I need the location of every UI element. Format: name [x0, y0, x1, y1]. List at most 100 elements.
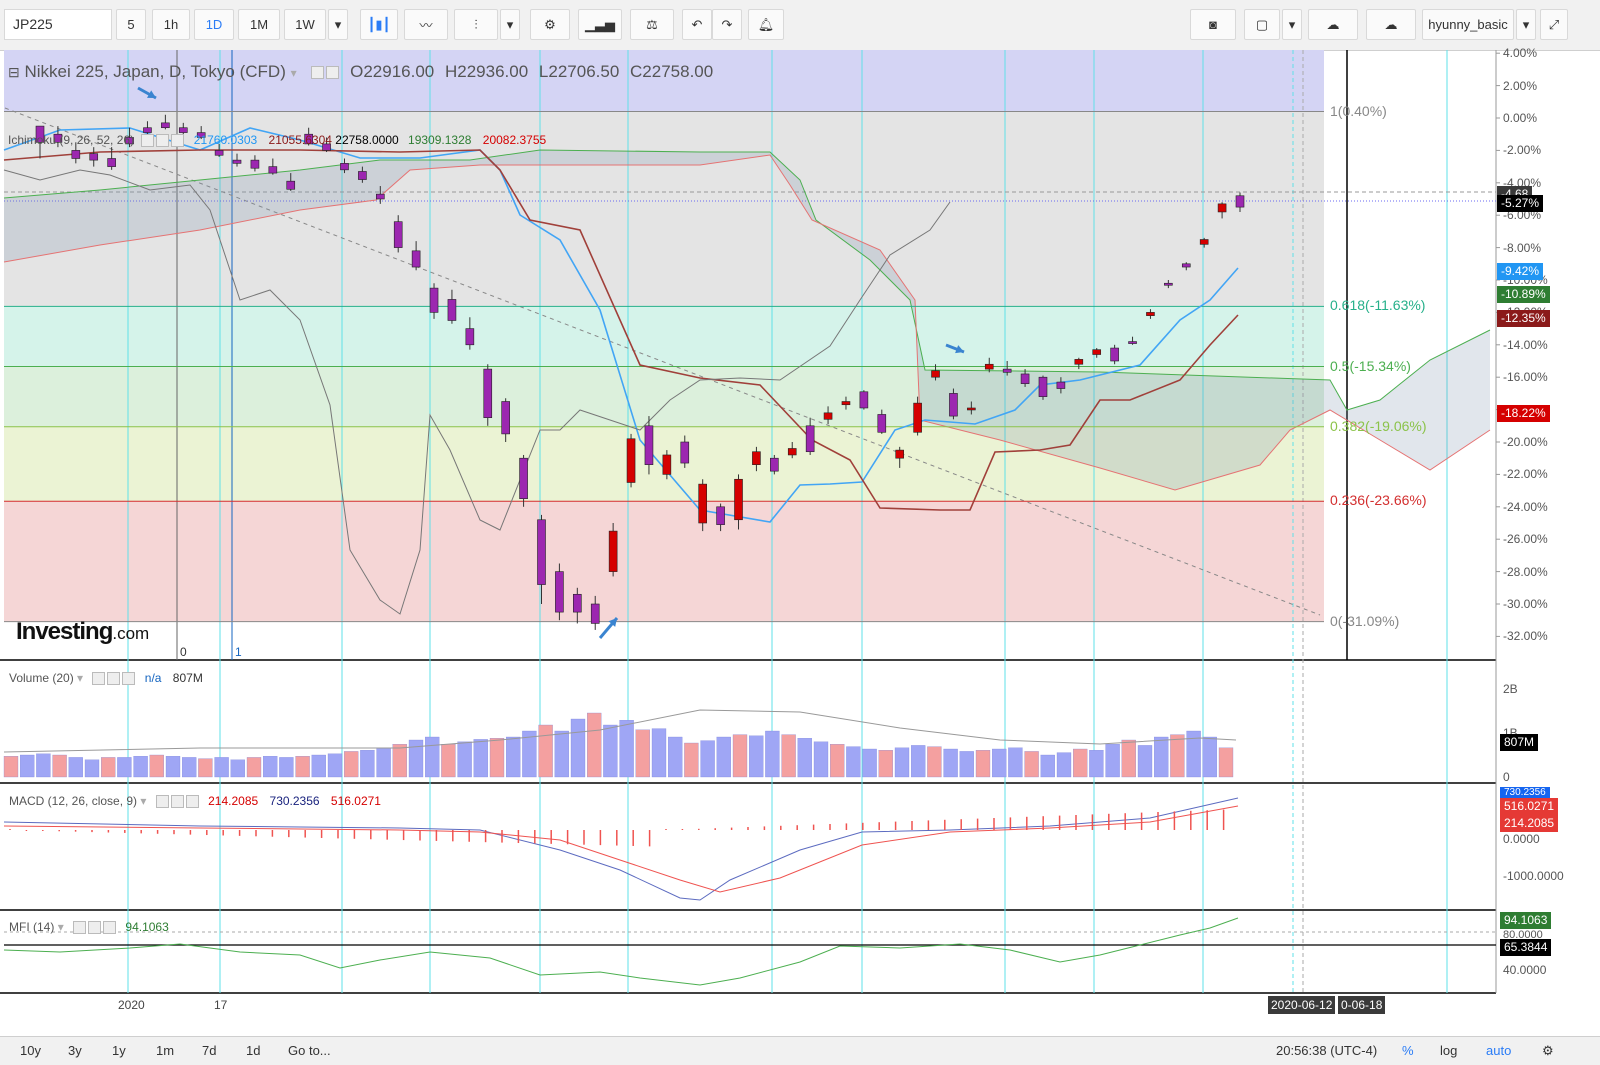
camera-icon: ◙: [1209, 17, 1217, 32]
range-7d[interactable]: 7d: [202, 1043, 217, 1058]
volume-bar: [700, 740, 715, 778]
candle-body: [644, 425, 654, 465]
volume-bar: [1154, 736, 1169, 778]
eye-icon[interactable]: [92, 672, 106, 686]
candle-body: [823, 412, 833, 420]
volume-axis-0: 0: [1503, 770, 1510, 784]
time-label-17: 17: [214, 998, 228, 1012]
fullscreen-button[interactable]: ⤢: [1540, 9, 1568, 40]
fib-label: 1(0.40%): [1330, 102, 1387, 119]
line-chart-button[interactable]: 〰: [404, 9, 448, 40]
volume-bar: [376, 747, 391, 778]
range-1d[interactable]: 1d: [246, 1043, 261, 1058]
interval-1h[interactable]: 1h: [152, 9, 190, 40]
candle-body: [913, 402, 922, 433]
line-chart-icon: 〰: [419, 18, 433, 33]
volume-bar: [894, 747, 910, 778]
alert-icon: 🔔︎: [757, 16, 775, 32]
interval-dropdown[interactable]: ▾: [328, 9, 348, 40]
save-button[interactable]: ☁: [1366, 9, 1416, 40]
gear-icon[interactable]: [156, 134, 170, 148]
candles-button[interactable]: ┃▮┃: [360, 9, 398, 40]
chevron-down-icon[interactable]: ▾: [77, 671, 84, 685]
compare-button[interactable]: ⚖: [630, 9, 674, 40]
load-button[interactable]: ☁: [1308, 9, 1358, 40]
volume-bar: [797, 738, 812, 778]
price-axis-tick: 4.00%: [1503, 46, 1538, 61]
ohlc-close-label: C: [630, 62, 643, 81]
bars-icon: ⫶: [474, 16, 478, 32]
user-dropdown[interactable]: ▾: [1516, 9, 1536, 40]
chevron-down-icon[interactable]: ▾: [290, 66, 297, 80]
range-1m[interactable]: 1m: [156, 1043, 175, 1058]
close-icon[interactable]: [171, 134, 185, 148]
chevron-down-icon[interactable]: ▾: [57, 920, 64, 934]
candle-body: [1038, 376, 1048, 397]
chevron-down-icon[interactable]: ▾: [140, 794, 147, 808]
volume-bar: [716, 736, 731, 778]
gear-icon[interactable]: [326, 66, 340, 80]
close-icon[interactable]: [122, 672, 136, 686]
auto-toggle[interactable]: auto: [1486, 1043, 1512, 1058]
main-chart[interactable]: [0, 50, 1600, 1036]
volume-bar: [587, 712, 602, 778]
macd-line-value: 730.2356: [269, 794, 320, 808]
range-3y[interactable]: 3y: [68, 1043, 82, 1058]
eye-icon[interactable]: [155, 795, 169, 809]
candle-body: [770, 457, 779, 472]
close-icon[interactable]: [103, 921, 117, 935]
candle-body: [608, 530, 618, 572]
candle-body: [949, 393, 958, 417]
snapshot-button[interactable]: ◙: [1190, 9, 1236, 40]
range-1y[interactable]: 1y: [112, 1043, 126, 1058]
gear-icon[interactable]: [107, 672, 121, 686]
user-menu[interactable]: hyunny_basic: [1422, 9, 1514, 40]
ichimoku-kijun: 21055.6304: [268, 133, 332, 147]
gear-icon: ⚙: [544, 16, 556, 32]
gear-icon[interactable]: [88, 921, 102, 935]
interval-1d[interactable]: 1D: [194, 9, 234, 40]
price-tag: -5.27%: [1497, 195, 1544, 213]
gear-icon[interactable]: ⚙: [1542, 1043, 1554, 1058]
candle-body: [590, 603, 600, 624]
candle-body: [286, 180, 296, 190]
alert-button[interactable]: 🔔︎: [748, 9, 784, 40]
volume-bar: [1056, 752, 1072, 778]
macd-signal-line: [3, 805, 1239, 893]
volume-bar: [101, 757, 116, 778]
ohlc-high-label: H: [444, 62, 458, 81]
template-dropdown[interactable]: ▾: [1282, 9, 1302, 40]
gear-icon[interactable]: [170, 795, 184, 809]
undo-button[interactable]: ↶: [682, 9, 712, 40]
toolbar: JP225 5 1h 1D 1M 1W ▾ ┃▮┃ 〰 ⫶ ▾ ⚙ ▁▃▅ ⚖ …: [0, 0, 1600, 51]
eye-icon[interactable]: [311, 66, 325, 80]
ichimoku-label: Ichimoku (9, 26, 52, 26): [8, 133, 135, 147]
bars-dropdown[interactable]: ▾: [500, 9, 520, 40]
price-axis-tick: -2.00%: [1503, 143, 1542, 158]
symbol-input[interactable]: JP225: [4, 9, 112, 40]
volume-bar: [408, 739, 424, 778]
interval-1m[interactable]: 1M: [238, 9, 280, 40]
interval-5[interactable]: 5: [116, 9, 146, 40]
interval-1w[interactable]: 1W: [284, 9, 326, 40]
range-10y[interactable]: 10y: [20, 1043, 41, 1058]
collapse-icon[interactable]: ⊟: [8, 64, 20, 80]
bars-button[interactable]: ⫶: [454, 9, 498, 40]
settings-button[interactable]: ⚙: [530, 9, 570, 40]
template-button[interactable]: ▢: [1244, 9, 1280, 40]
log-toggle[interactable]: log: [1440, 1043, 1458, 1058]
close-icon[interactable]: [185, 795, 199, 809]
percent-toggle[interactable]: %: [1402, 1043, 1414, 1058]
fib-left-label-1: 1: [235, 645, 242, 659]
eye-icon[interactable]: [73, 921, 87, 935]
mfi-tag-secondary: 65.3844: [1500, 939, 1552, 956]
volume-bar: [603, 724, 618, 778]
fib-band: [4, 366, 1324, 427]
candle-body: [734, 478, 743, 521]
eye-icon[interactable]: [141, 134, 155, 148]
redo-button[interactable]: ↷: [712, 9, 742, 40]
candle-body: [501, 401, 510, 435]
volume-bar: [943, 748, 958, 778]
indicators-button[interactable]: ▁▃▅: [578, 9, 622, 40]
goto-button[interactable]: Go to...: [288, 1043, 331, 1058]
